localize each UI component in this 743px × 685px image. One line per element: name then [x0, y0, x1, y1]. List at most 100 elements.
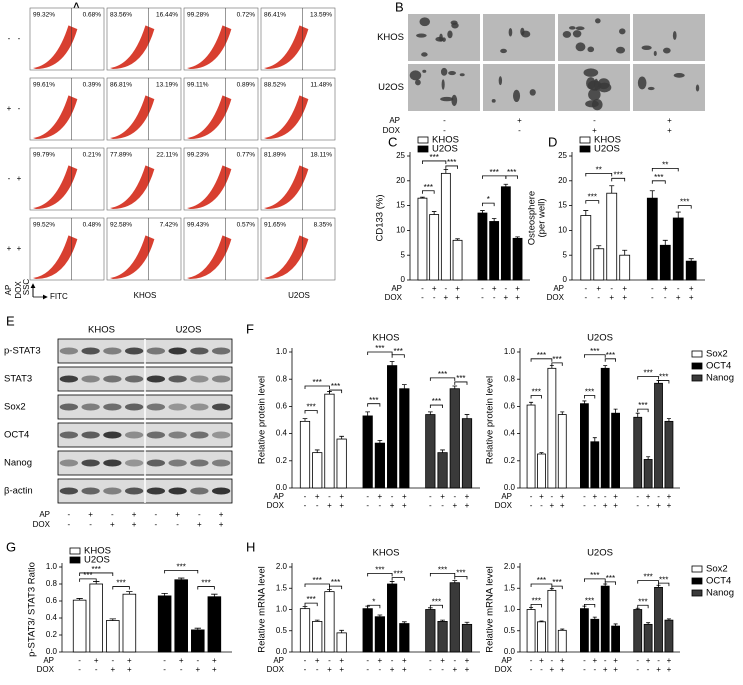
band: [124, 431, 144, 439]
band: [81, 375, 100, 383]
ap-sign: +: [492, 284, 497, 293]
band: [211, 403, 231, 411]
error-bar: [420, 196, 425, 199]
band: [81, 347, 100, 355]
bar: [417, 197, 428, 281]
ap-sign: +: [622, 284, 627, 293]
ap-sign: -: [445, 284, 448, 293]
y-tick-label: 10: [396, 226, 405, 235]
band: [146, 487, 166, 495]
dox-sign: +: [212, 665, 217, 674]
band: [211, 487, 231, 495]
bar: [174, 579, 188, 653]
significance-bracket: [391, 354, 405, 358]
ap-sign: -: [505, 284, 508, 293]
dox-sign: -: [366, 501, 369, 510]
error-bar: [389, 581, 395, 584]
sphere: [616, 46, 626, 54]
dox-sign: +: [613, 501, 618, 510]
sphere: [637, 76, 647, 90]
band: [146, 459, 166, 467]
bar: [324, 591, 335, 653]
percent-left: 99.61%: [33, 82, 55, 89]
significance-label: ***: [369, 396, 378, 405]
dox-sign: +: [452, 665, 457, 674]
error-bar: [178, 577, 185, 580]
error-bar: [666, 618, 671, 621]
ap-sign: +: [560, 492, 565, 501]
band: [103, 347, 122, 355]
ap-sign: +: [613, 492, 618, 501]
panel-letter: A: [72, 0, 81, 14]
significance-bracket: [530, 395, 542, 399]
ap-sign: -: [78, 656, 81, 665]
ap-sign: +: [339, 656, 344, 665]
error-bar: [377, 440, 383, 444]
bar: [580, 403, 589, 489]
dox-sign: +: [560, 665, 565, 674]
percent-right: 0.39%: [83, 82, 102, 89]
error-bar: [161, 592, 168, 596]
y-tick-label: 0: [563, 275, 568, 284]
significance-label: ***: [447, 158, 456, 167]
y-axis-label: CD133 (%): [375, 195, 386, 242]
dox-sign: +: [327, 665, 332, 674]
band: [124, 375, 144, 383]
bar: [590, 441, 600, 489]
error-bar: [427, 411, 433, 415]
ap-sign: -: [391, 492, 394, 501]
bar: [547, 589, 557, 653]
dox-sign: +: [127, 665, 132, 674]
significance-label: ***: [83, 571, 92, 580]
panel-letter: G: [6, 539, 16, 554]
percent-right: 0.89%: [237, 82, 256, 89]
error-bar: [452, 385, 458, 389]
dox-sign: +: [676, 293, 681, 302]
legend-label: U2OS: [84, 555, 110, 566]
band: [168, 403, 187, 411]
sphere: [508, 27, 513, 37]
error-bar: [583, 210, 589, 216]
y-tick-label: 15: [558, 201, 567, 210]
ap-sign: -: [530, 492, 533, 501]
error-bar: [592, 616, 597, 620]
cell-cloud: [264, 235, 309, 279]
dox-sign: -: [316, 501, 319, 510]
sphere: [672, 30, 677, 40]
band: [81, 403, 100, 411]
significance-label: ***: [375, 344, 384, 353]
ap-sign: -: [651, 284, 654, 293]
y-tick-label: 2.0: [276, 562, 288, 571]
dox-sign: -: [429, 501, 432, 510]
bar: [399, 623, 410, 653]
y-tick-label: 20: [396, 176, 405, 185]
error-bar: [339, 629, 345, 633]
significance-bracket: [658, 582, 670, 587]
protein-label: Sox2: [4, 402, 26, 413]
error-bar: [491, 218, 497, 222]
error-bar: [327, 589, 332, 592]
significance-bracket: [367, 572, 393, 577]
error-bar: [443, 168, 449, 174]
band: [103, 459, 122, 467]
bar: [512, 237, 523, 281]
significance-label: ***: [552, 578, 561, 587]
dox-sign: -: [176, 520, 179, 529]
cell-cloud: [187, 95, 232, 139]
percent-left: 77.89%: [110, 152, 132, 159]
ap-sign: -: [198, 510, 201, 519]
dox-sign: +: [622, 293, 627, 302]
dox-sign: +: [402, 501, 407, 510]
band: [168, 347, 187, 355]
dox-sign: +: [132, 520, 137, 529]
significance-label: ***: [331, 578, 340, 587]
significance-bracket: [530, 358, 553, 362]
bar: [461, 623, 473, 653]
ap-sign: -: [604, 656, 607, 665]
bar: [362, 608, 373, 653]
significance-label: ***: [606, 574, 615, 583]
panel-letter: C: [388, 134, 397, 149]
dox-label: DOX: [14, 281, 23, 299]
significance-label: *: [372, 597, 375, 606]
dox-sign: -: [443, 126, 446, 135]
